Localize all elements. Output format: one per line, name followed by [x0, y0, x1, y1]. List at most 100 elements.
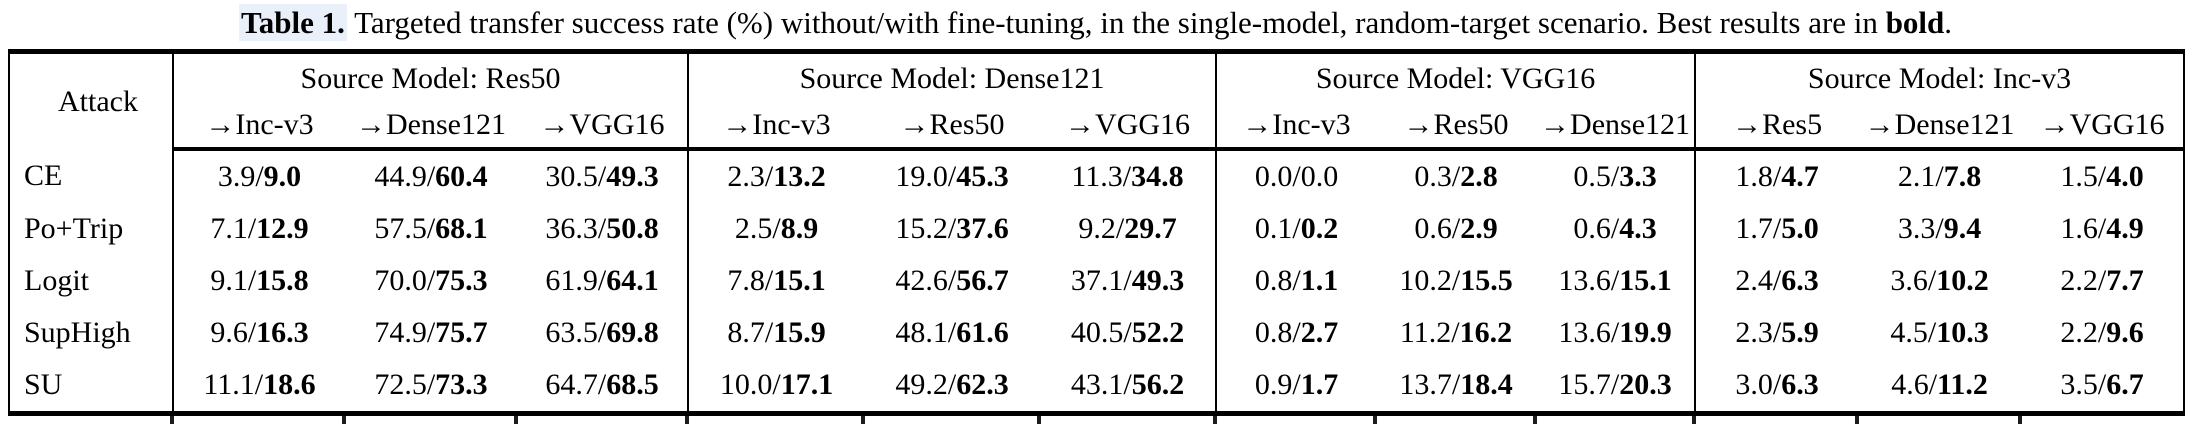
result-cell: 2.3/13.2 — [687, 149, 865, 203]
value-with-finetuning: 17.1 — [780, 368, 834, 401]
result-cell: 4.5/10.3 — [1858, 307, 2021, 359]
value-without-finetuning: 7.1/ — [210, 212, 257, 245]
attack-name: Po+Trip — [24, 212, 124, 245]
value-with-finetuning: 1.1 — [1300, 264, 1339, 297]
value-without-finetuning: 4.5/ — [1890, 316, 1937, 349]
table-caption-label: Table 1. — [238, 4, 347, 41]
value-with-finetuning: 34.8 — [1131, 160, 1184, 193]
target-model-column-header: →Res50 — [864, 103, 1041, 151]
result-cell: 2.2/9.6 — [2021, 307, 2184, 359]
value-without-finetuning: 30.5/ — [545, 160, 607, 193]
result-cell: 72.5/73.3 — [345, 359, 517, 414]
value-with-finetuning: 52.2 — [1131, 316, 1185, 349]
value-without-finetuning: 0.5/ — [1573, 160, 1620, 193]
result-cell: 8.7/15.9 — [687, 307, 865, 359]
result-cell: 1.5/4.0 — [2021, 149, 2184, 203]
value-without-finetuning: 15.2/ — [895, 212, 957, 245]
value-without-finetuning: 4.6/ — [1891, 368, 1938, 401]
value-with-finetuning: 56.7 — [956, 264, 1009, 297]
value-without-finetuning: 2.3/ — [727, 160, 774, 193]
table-row: SU 11.1/18.6 72.5/73.3 64.7/68.5 10.0/17.1 49… — [9, 359, 2184, 414]
value-without-finetuning: 44.9/ — [374, 160, 436, 193]
result-cell: 70.0/75.3 — [345, 255, 517, 307]
value-without-finetuning: 63.5/ — [545, 316, 607, 349]
result-cell: 0.6/2.9 — [1376, 203, 1536, 255]
result-cell: 2.2/7.7 — [2021, 255, 2184, 307]
column-border-tick — [1373, 416, 1377, 424]
result-cell: 13.6/15.1 — [1536, 255, 1695, 307]
value-without-finetuning: 9.2/ — [1078, 212, 1125, 245]
result-cell: 10.2/15.5 — [1376, 255, 1536, 307]
value-with-finetuning: 68.5 — [606, 368, 659, 401]
value-with-finetuning: 16.3 — [256, 316, 309, 349]
result-cell: 9.2/29.7 — [1040, 203, 1216, 255]
source-model-group-title: Source Model: VGG16 — [1215, 51, 1696, 103]
value-without-finetuning: 0.9/ — [1254, 368, 1301, 401]
result-cell: 42.6/56.7 — [864, 255, 1040, 307]
value-without-finetuning: 61.9/ — [545, 264, 607, 297]
value-without-finetuning: 2.4/ — [1735, 264, 1782, 297]
table-row: Logit 9.1/15.8 70.0/75.3 61.9/64.1 7.8/15.1 4… — [9, 255, 2184, 307]
result-cell: 0.9/1.7 — [1215, 359, 1377, 414]
target-model-column-header: →Inc-v3 — [172, 103, 345, 151]
result-cell: 2.1/7.8 — [1858, 149, 2021, 203]
value-with-finetuning: 2.9 — [1460, 212, 1498, 245]
target-model-column-header: →Inc-v3 — [1215, 103, 1377, 151]
value-with-finetuning: 7.8 — [1943, 160, 1982, 193]
column-border-tick — [685, 416, 689, 424]
value-without-finetuning: 40.5/ — [1070, 316, 1132, 349]
value-without-finetuning: 15.7/ — [1558, 368, 1620, 401]
result-cell: 0.8/1.1 — [1215, 255, 1377, 307]
result-cell: 13.7/18.4 — [1376, 359, 1536, 414]
column-border-tick — [861, 416, 865, 424]
result-cell: 11.3/34.8 — [1040, 149, 1216, 203]
value-without-finetuning: 74.9/ — [374, 316, 436, 349]
table-row: SupHigh 9.6/16.3 74.9/75.7 63.5/69.8 8.7/15.… — [9, 307, 2184, 359]
next-row-border-ticks — [0, 416, 2191, 424]
value-with-finetuning: 29.7 — [1124, 212, 1177, 245]
value-with-finetuning: 56.2 — [1131, 368, 1185, 401]
attack-name: Logit — [24, 264, 89, 297]
value-without-finetuning: 11.2/ — [1399, 316, 1460, 349]
result-cell: 43.1/56.2 — [1040, 359, 1216, 414]
value-with-finetuning: 15.9 — [773, 316, 826, 349]
value-without-finetuning: 0.6/ — [1573, 212, 1620, 245]
result-cell: 3.6/10.2 — [1858, 255, 2021, 307]
value-with-finetuning: 45.3 — [956, 160, 1009, 193]
value-with-finetuning: 49.3 — [1131, 264, 1185, 297]
result-cell: 19.0/45.3 — [864, 149, 1040, 203]
source-model-group-title: Source Model: Res50 — [171, 51, 689, 103]
value-with-finetuning: 15.1 — [1619, 264, 1672, 297]
column-border-tick — [2018, 416, 2022, 424]
value-with-finetuning: 6.7 — [2106, 368, 2144, 401]
value-with-finetuning: 4.7 — [1781, 160, 1819, 193]
attack-name: SupHigh — [24, 316, 131, 349]
value-without-finetuning: 0.0/ — [1254, 160, 1301, 193]
result-cell: 9.6/16.3 — [172, 307, 345, 359]
value-without-finetuning: 13.7/ — [1399, 368, 1461, 401]
result-cell: 49.2/62.3 — [864, 359, 1040, 414]
value-with-finetuning: 50.8 — [606, 212, 659, 245]
value-with-finetuning: 6.3 — [1781, 264, 1819, 297]
value-without-finetuning: 0.8/ — [1254, 264, 1301, 297]
result-cell: 44.9/60.4 — [345, 149, 517, 203]
result-cell: 0.8/2.7 — [1215, 307, 1377, 359]
result-cell: 1.6/4.9 — [2021, 203, 2184, 255]
result-cell: 0.5/3.3 — [1536, 149, 1695, 203]
result-cell: 7.1/12.9 — [172, 203, 345, 255]
result-cell: 1.7/5.0 — [1694, 203, 1859, 255]
table-body: CE 3.9/9.0 44.9/60.4 30.5/49.3 2.3/13.2 19.0/… — [9, 149, 2184, 414]
result-cell: 7.8/15.1 — [687, 255, 865, 307]
value-without-finetuning: 0.1/ — [1254, 212, 1301, 245]
value-with-finetuning: 18.6 — [263, 368, 316, 401]
value-without-finetuning: 2.5/ — [734, 212, 781, 245]
value-with-finetuning: 19.9 — [1619, 316, 1672, 349]
result-cell: 37.1/49.3 — [1040, 255, 1216, 307]
value-without-finetuning: 64.7/ — [545, 368, 607, 401]
result-cell: 13.6/19.9 — [1536, 307, 1695, 359]
value-without-finetuning: 2.2/ — [2060, 316, 2107, 349]
value-with-finetuning: 49.3 — [606, 160, 659, 193]
value-with-finetuning: 73.3 — [435, 368, 488, 401]
result-cell: 15.7/20.3 — [1536, 359, 1695, 414]
value-without-finetuning: 10.0/ — [719, 368, 781, 401]
